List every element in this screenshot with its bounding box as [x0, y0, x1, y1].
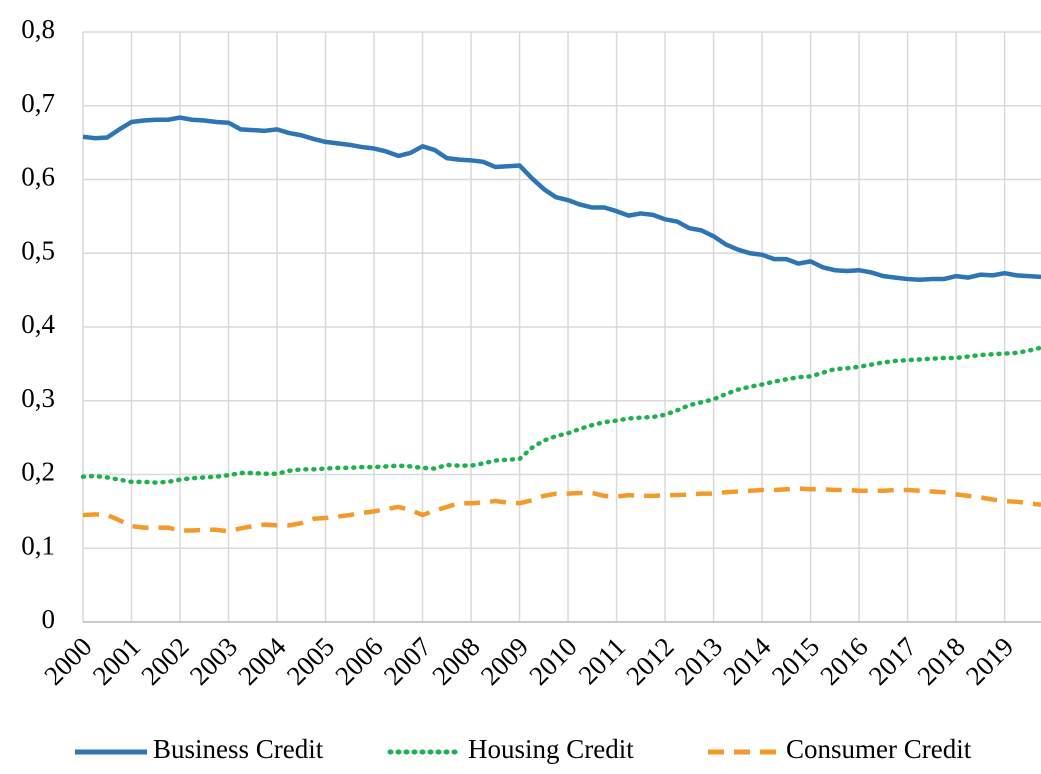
x-tick-label: 2009 [475, 631, 534, 690]
x-tick-label: 2017 [863, 631, 922, 690]
x-tick-label: 2006 [329, 631, 388, 690]
legend-label: Consumer Credit [786, 734, 972, 764]
legend-label: Business Credit [153, 734, 324, 764]
x-tick-label: 2003 [184, 631, 243, 690]
x-tick-label: 2005 [281, 631, 340, 690]
y-tick-label: 0,7 [21, 88, 55, 118]
x-tick-label: 2016 [814, 631, 873, 690]
x-tick-label: 2000 [38, 631, 97, 690]
legend-label: Housing Credit [468, 734, 634, 764]
x-tick-label: 2012 [620, 631, 679, 690]
y-tick-label: 0,6 [21, 162, 55, 192]
x-tick-label: 2008 [426, 631, 485, 690]
x-tick-label: 2013 [669, 631, 728, 690]
y-tick-label: 0,5 [21, 235, 55, 265]
x-tick-label: 2011 [573, 631, 632, 690]
x-tick-label: 2015 [766, 631, 825, 690]
y-tick-label: 0,3 [21, 383, 55, 413]
series-line [80, 345, 1041, 485]
x-tick-label: 2002 [135, 631, 194, 690]
x-tick-label: 2018 [911, 631, 970, 690]
y-tick-label: 0,1 [21, 530, 55, 560]
x-tick-label: 2010 [523, 631, 582, 690]
x-tick-label: 2019 [960, 631, 1019, 690]
x-tick-label: 2001 [87, 631, 146, 690]
series-line [82, 115, 1041, 283]
x-tick-label: 2007 [378, 631, 437, 690]
y-tick-label: 0,4 [21, 309, 55, 339]
y-tick-label: 0,8 [21, 14, 55, 44]
y-tick-label: 0,2 [21, 457, 55, 487]
series-line [82, 486, 1041, 534]
x-tick-label: 2014 [717, 631, 777, 691]
x-tick-label: 2004 [232, 631, 292, 691]
y-tick-label: 0 [42, 604, 56, 634]
